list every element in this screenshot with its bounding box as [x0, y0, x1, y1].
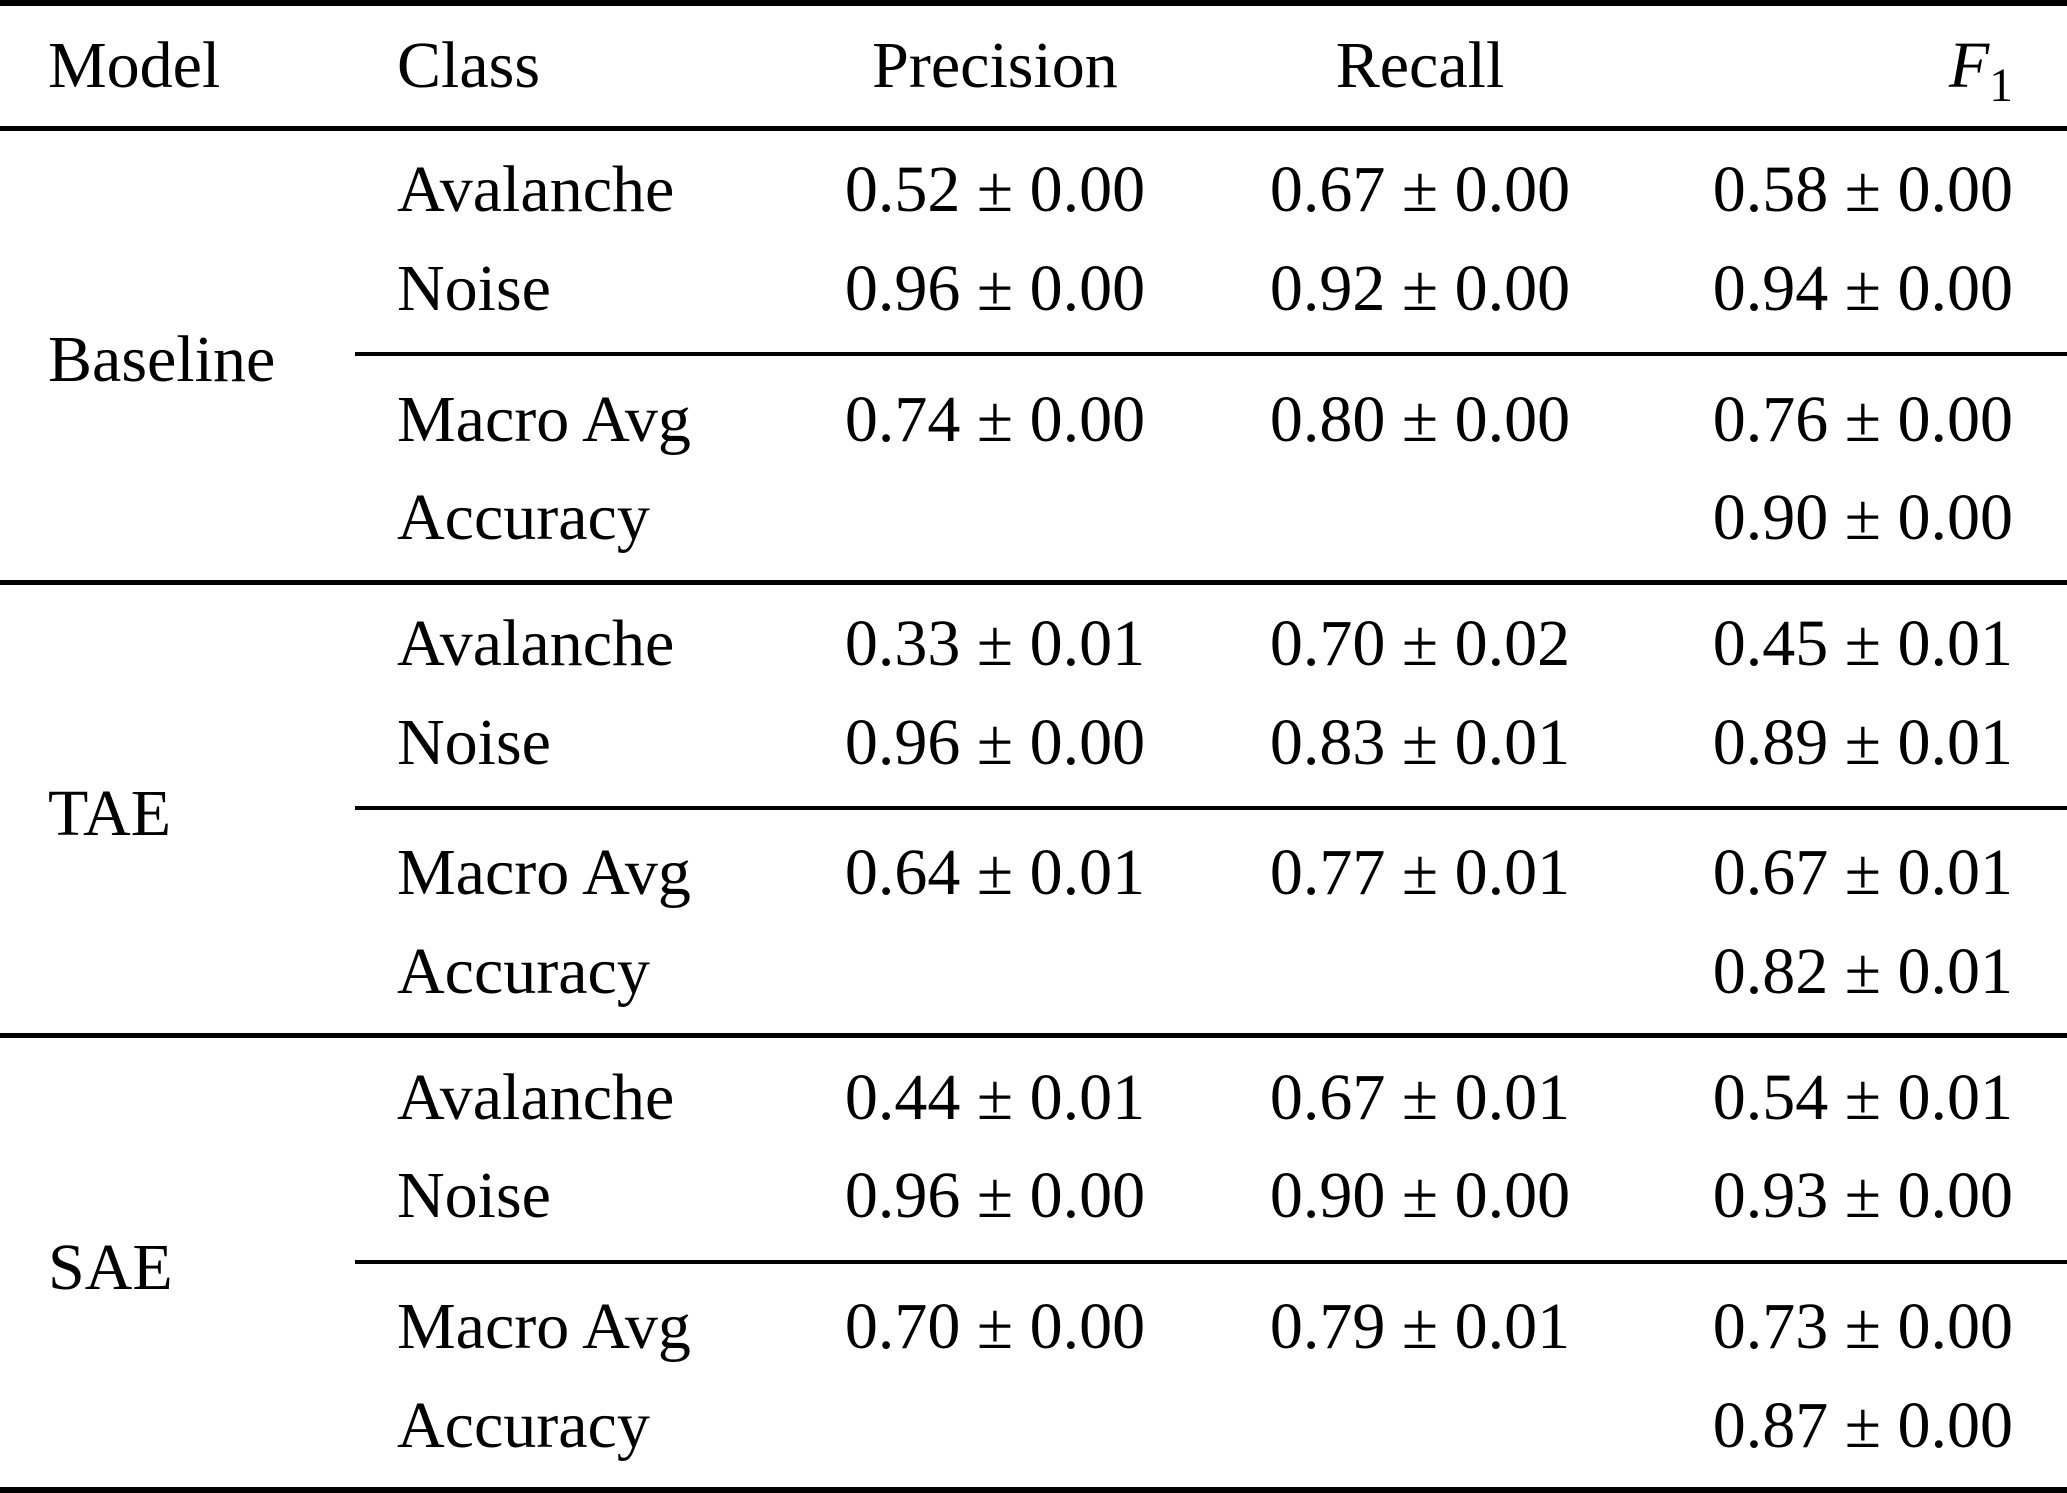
- header-row: Model Class Precision Recall F1: [0, 3, 2067, 129]
- f1-symbol: F: [1948, 29, 1990, 102]
- cell-recall: 0.70 ± 0.02: [1269, 606, 1571, 680]
- cell-recall: 0.90 ± 0.00: [1205, 1146, 1635, 1264]
- section-baseline: Baseline Avalanche 0.52 ± 0.00 0.67 ± 0.…: [0, 128, 2067, 583]
- cell-precision: 0.33 ± 0.01: [844, 606, 1146, 680]
- cell-class: Macro Avg: [397, 1289, 691, 1363]
- cell-f1: 0.54 ± 0.01: [1712, 1060, 2013, 1134]
- cell-f1: 0.90 ± 0.00: [1712, 481, 2013, 555]
- cell-class: Accuracy: [397, 1388, 650, 1462]
- cell-f1: 0.87 ± 0.00: [1712, 1388, 2013, 1462]
- cell-precision: 0.70 ± 0.00: [844, 1289, 1146, 1363]
- cell-class: Avalanche: [397, 153, 675, 227]
- col-header-recall: Recall: [1335, 29, 1505, 102]
- cell-recall: [1205, 1376, 1635, 1490]
- cell-class: Avalanche: [397, 606, 675, 680]
- cell-precision: 0.52 ± 0.00: [844, 153, 1146, 227]
- table-row: Accuracy 0.87 ± 0.00: [0, 1376, 2067, 1490]
- cell-recall: 0.67 ± 0.00: [1269, 153, 1571, 227]
- cell-f1: 0.82 ± 0.01: [1712, 934, 2013, 1008]
- cell-precision: 0.96 ± 0.00: [785, 693, 1205, 810]
- cell-precision: 0.74 ± 0.00: [844, 382, 1146, 456]
- cell-f1: 0.67 ± 0.01: [1712, 836, 2013, 910]
- cell-recall: 0.77 ± 0.01: [1269, 836, 1571, 910]
- section-tae: TAE Avalanche 0.33 ± 0.01 0.70 ± 0.02 0.…: [0, 582, 2067, 1036]
- table-row: SAE Avalanche 0.44 ± 0.01 0.67 ± 0.01 0.…: [0, 1036, 2067, 1304]
- model-label-baseline: Baseline: [48, 323, 276, 397]
- f1-subscript: 1: [1989, 60, 2013, 113]
- cell-recall: 0.67 ± 0.01: [1269, 1060, 1571, 1134]
- cell-class: Avalanche: [397, 1060, 675, 1134]
- cell-recall: 0.83 ± 0.01: [1205, 693, 1635, 810]
- table-row: Accuracy 0.82 ± 0.01: [0, 923, 2067, 1036]
- cell-precision: 0.44 ± 0.01: [844, 1060, 1146, 1134]
- cell-f1: 0.89 ± 0.01: [1635, 693, 2067, 810]
- cell-class: Noise: [355, 693, 785, 810]
- cell-f1: 0.45 ± 0.01: [1712, 606, 2013, 680]
- table-row: Macro Avg 0.70 ± 0.00 0.79 ± 0.01 0.73 ±…: [0, 1262, 2067, 1377]
- table-header: Model Class Precision Recall F1: [0, 3, 2067, 129]
- cell-class: Macro Avg: [397, 836, 691, 910]
- cell-f1: 0.93 ± 0.00: [1635, 1146, 2067, 1264]
- cell-class: Noise: [355, 1146, 785, 1264]
- table-row: Accuracy 0.90 ± 0.00: [0, 469, 2067, 582]
- cell-precision: 0.64 ± 0.01: [844, 836, 1146, 910]
- table-row: TAE Avalanche 0.33 ± 0.01 0.70 ± 0.02 0.…: [0, 582, 2067, 850]
- cell-recall: 0.79 ± 0.01: [1269, 1289, 1571, 1363]
- cell-class: Accuracy: [397, 934, 650, 1008]
- table-row: Macro Avg 0.64 ± 0.01 0.77 ± 0.01 0.67 ±…: [0, 808, 2067, 923]
- cell-precision: 0.96 ± 0.00: [785, 1146, 1205, 1264]
- col-header-class: Class: [397, 29, 541, 102]
- model-label-sae: SAE: [48, 1230, 173, 1304]
- col-header-f1: F1: [1635, 3, 2067, 129]
- cell-precision: [785, 923, 1205, 1036]
- col-header-model: Model: [48, 29, 221, 102]
- cell-recall: [1205, 923, 1635, 1036]
- cell-class: Noise: [355, 239, 785, 357]
- cell-class: Accuracy: [397, 481, 650, 555]
- model-label-tae: TAE: [48, 776, 172, 850]
- table-row: Macro Avg 0.74 ± 0.00 0.80 ± 0.00 0.76 ±…: [0, 354, 2067, 469]
- cell-precision: 0.96 ± 0.00: [785, 239, 1205, 357]
- cell-recall: 0.92 ± 0.00: [1205, 239, 1635, 357]
- cell-f1: 0.94 ± 0.00: [1635, 239, 2067, 357]
- table-row: Noise 0.96 ± 0.00 0.90 ± 0.00 0.93 ± 0.0…: [0, 1146, 2067, 1264]
- table-row: Noise 0.96 ± 0.00 0.83 ± 0.01 0.89 ± 0.0…: [0, 693, 2067, 810]
- cell-recall: [1205, 469, 1635, 582]
- table-row: Noise 0.96 ± 0.00 0.92 ± 0.00 0.94 ± 0.0…: [0, 239, 2067, 357]
- table-row: Baseline Avalanche 0.52 ± 0.00 0.67 ± 0.…: [0, 129, 2067, 396]
- cell-f1: 0.76 ± 0.00: [1712, 382, 2013, 456]
- cell-f1: 0.58 ± 0.00: [1712, 153, 2013, 227]
- cell-class: Macro Avg: [397, 382, 691, 456]
- cell-precision: [785, 469, 1205, 582]
- section-sae: SAE Avalanche 0.44 ± 0.01 0.67 ± 0.01 0.…: [0, 1035, 2067, 1490]
- cell-precision: [785, 1376, 1205, 1490]
- col-header-precision: Precision: [872, 29, 1118, 102]
- cell-recall: 0.80 ± 0.00: [1269, 382, 1571, 456]
- cell-f1: 0.73 ± 0.00: [1712, 1289, 2013, 1363]
